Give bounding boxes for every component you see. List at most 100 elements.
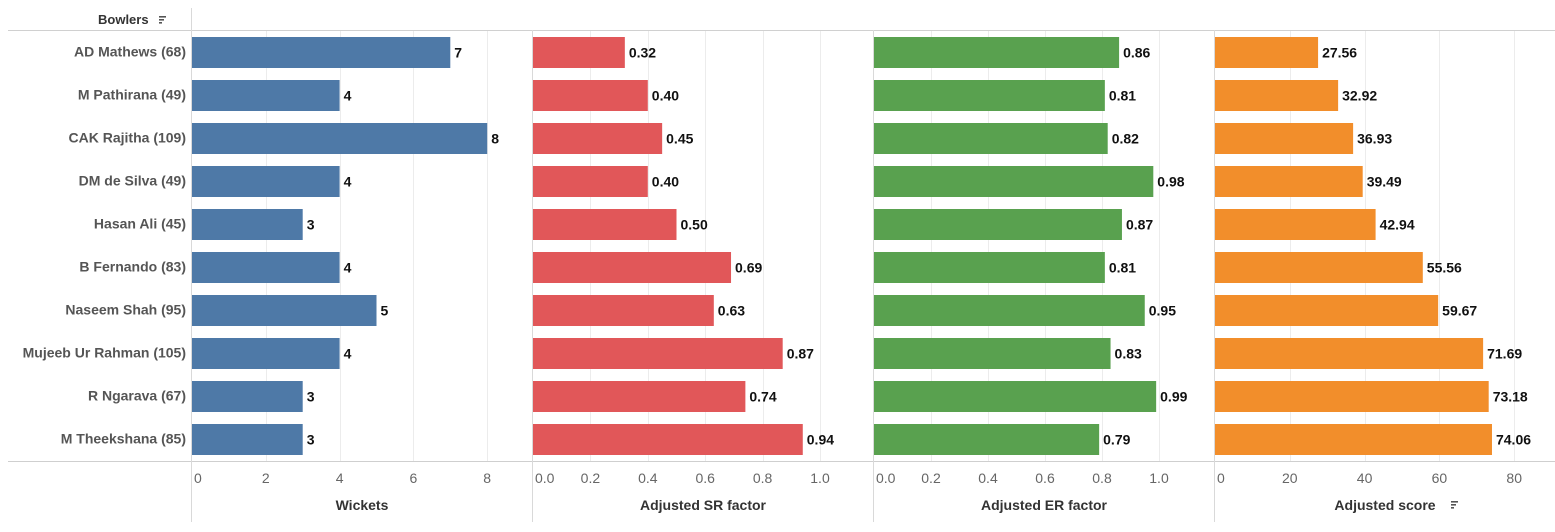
axis-title: Wickets xyxy=(336,497,389,513)
tick-label: 2 xyxy=(262,470,270,486)
bar[interactable] xyxy=(533,338,783,369)
bar[interactable] xyxy=(192,37,451,68)
sort-icon-stroke xyxy=(1451,501,1458,503)
bar[interactable] xyxy=(533,37,625,68)
tick-label: 0.8 xyxy=(1092,470,1112,486)
data-label: 0.87 xyxy=(1126,217,1153,233)
bar[interactable] xyxy=(874,37,1120,68)
bar[interactable] xyxy=(192,381,303,412)
data-label: 3 xyxy=(307,217,315,233)
bar[interactable] xyxy=(192,338,340,369)
category-label: Hasan Ali (45) xyxy=(94,216,186,232)
bar[interactable] xyxy=(192,295,377,326)
bar[interactable] xyxy=(874,209,1122,240)
bar[interactable] xyxy=(874,338,1111,369)
bar[interactable] xyxy=(1215,123,1354,154)
bar[interactable] xyxy=(192,209,303,240)
sort-icon-stroke xyxy=(159,22,162,24)
tick-label: 0.8 xyxy=(753,470,773,486)
category-label: R Ngarava (67) xyxy=(88,388,186,404)
data-label: 39.49 xyxy=(1367,174,1402,190)
bar[interactable] xyxy=(1215,381,1489,412)
data-label: 0.83 xyxy=(1115,346,1142,362)
bar[interactable] xyxy=(533,381,746,412)
data-label: 32.92 xyxy=(1342,88,1377,104)
bar[interactable] xyxy=(874,424,1100,455)
data-label: 3 xyxy=(307,389,315,405)
bar[interactable] xyxy=(192,166,340,197)
bar-marks: 74843454330.320.400.450.400.500.690.630.… xyxy=(192,37,1531,455)
sort-descending-icon[interactable] xyxy=(1451,501,1458,509)
chart-frame xyxy=(8,8,1555,522)
tick-label: 40 xyxy=(1357,470,1373,486)
bar[interactable] xyxy=(874,252,1105,283)
bar[interactable] xyxy=(874,80,1105,111)
bar[interactable] xyxy=(533,252,732,283)
sort-descending-icon[interactable] xyxy=(159,16,166,24)
bar[interactable] xyxy=(1215,295,1439,326)
bar[interactable] xyxy=(1215,338,1484,369)
row-header-label[interactable]: Bowlers xyxy=(98,12,149,27)
tick-label: 0.0 xyxy=(535,470,555,486)
tick-label: 0 xyxy=(1217,470,1225,486)
tick-label: 0 xyxy=(194,470,202,486)
row-header[interactable]: Bowlers xyxy=(98,12,166,27)
tick-label: 0.2 xyxy=(581,470,601,486)
data-label: 74.06 xyxy=(1496,432,1531,448)
data-label: 7 xyxy=(454,45,462,61)
category-labels: AD Mathews (68) M Pathirana (49) CAK Rajit… xyxy=(23,44,186,447)
bar[interactable] xyxy=(874,123,1108,154)
bar[interactable] xyxy=(533,80,648,111)
data-label: 0.86 xyxy=(1123,45,1150,61)
category-label: AD Mathews (68) xyxy=(74,44,186,60)
bar[interactable] xyxy=(1215,37,1319,68)
data-label: 0.95 xyxy=(1149,303,1176,319)
category-label: Mujeeb Ur Rahman (105) xyxy=(23,345,186,361)
sort-icon-stroke xyxy=(1451,504,1456,506)
tick-label: 0.6 xyxy=(695,470,715,486)
data-label: 27.56 xyxy=(1322,45,1357,61)
category-label: M Theekshana (85) xyxy=(61,431,186,447)
data-label: 0.40 xyxy=(652,88,679,104)
bar[interactable] xyxy=(1215,252,1423,283)
sort-icon-stroke xyxy=(159,16,166,18)
bar[interactable] xyxy=(533,123,663,154)
tick-label: 6 xyxy=(410,470,418,486)
data-label: 3 xyxy=(307,432,315,448)
data-label: 0.79 xyxy=(1103,432,1130,448)
bar[interactable] xyxy=(874,381,1157,412)
bar[interactable] xyxy=(1215,166,1363,197)
bar[interactable] xyxy=(533,209,677,240)
data-label: 0.74 xyxy=(749,389,776,405)
bar[interactable] xyxy=(1215,209,1376,240)
data-label: 73.18 xyxy=(1493,389,1528,405)
bar[interactable] xyxy=(533,424,803,455)
data-label: 71.69 xyxy=(1487,346,1522,362)
data-label: 0.87 xyxy=(787,346,814,362)
data-label: 0.82 xyxy=(1112,131,1139,147)
bar[interactable] xyxy=(533,166,648,197)
bar[interactable] xyxy=(192,80,340,111)
tick-label: 0.6 xyxy=(1035,470,1055,486)
data-label: 0.69 xyxy=(735,260,762,276)
category-label: Naseem Shah (95) xyxy=(65,302,186,318)
tick-label: 0.4 xyxy=(978,470,998,486)
panel-wickets: 7 4 8 4 3 4 5 4 3 3 xyxy=(192,37,499,455)
bar[interactable] xyxy=(192,123,488,154)
bar[interactable] xyxy=(874,166,1154,197)
bar[interactable] xyxy=(192,252,340,283)
sort-icon-stroke xyxy=(1451,507,1454,509)
data-label: 59.67 xyxy=(1442,303,1477,319)
bar[interactable] xyxy=(1215,424,1492,455)
bar[interactable] xyxy=(874,295,1145,326)
bar[interactable] xyxy=(1215,80,1339,111)
bar[interactable] xyxy=(533,295,714,326)
category-label: M Pathirana (49) xyxy=(78,87,186,103)
bar[interactable] xyxy=(192,424,303,455)
category-label: B Fernando (83) xyxy=(79,259,186,275)
x-axes: 0 2 4 6 8 Wickets 0.0 0.2 0.4 0.6 0.8 1.0 Adjusted S… xyxy=(194,470,1522,513)
category-label: CAK Rajitha (109) xyxy=(69,130,186,146)
panel-adjusted-sr-factor: 0.32 0.40 0.45 0.40 0.50 0.69 0.63 0.87 0.74 0.94 xyxy=(533,37,834,455)
data-label: 8 xyxy=(491,131,499,147)
